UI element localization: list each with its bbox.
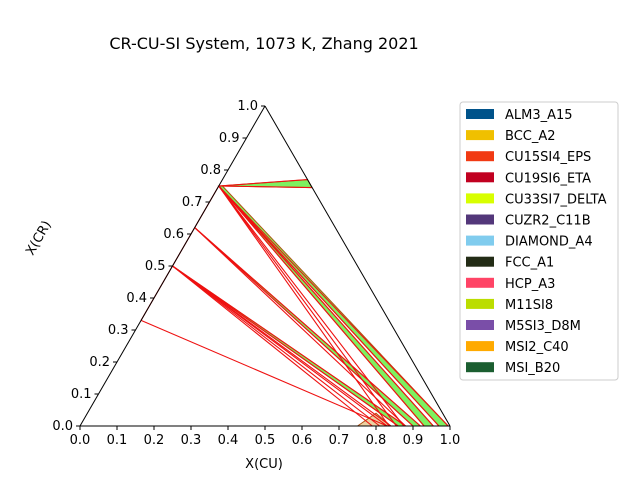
y-tick-label: 0.1 bbox=[71, 387, 92, 402]
legend-swatch bbox=[466, 193, 494, 204]
x-tick-label: 0.3 bbox=[181, 433, 202, 448]
legend-label: M11SI8 bbox=[505, 298, 553, 313]
legend-swatch bbox=[466, 320, 494, 330]
legend-label: ALM3_A15 bbox=[505, 108, 573, 123]
y-tick-label: 0.6 bbox=[163, 227, 184, 242]
x-tick-label: 0.5 bbox=[255, 433, 276, 448]
y-axis-ticks: 0.0 0.1 0.2 0.3 0.4 0.5 0.6 0.7 0.8 0.9 1.0 bbox=[52, 99, 265, 434]
x-tick-label: 0.2 bbox=[144, 433, 165, 448]
tie-line-7 bbox=[218, 185, 405, 427]
legend-label: MSI_B20 bbox=[505, 361, 560, 376]
tie-line-18 bbox=[172, 265, 392, 427]
tie-line-19 bbox=[140, 319, 388, 427]
y-tick-label: 0.9 bbox=[219, 131, 240, 146]
x-tick-label: 0.0 bbox=[70, 433, 91, 448]
legend-swatch bbox=[466, 362, 494, 373]
tie-line-17 bbox=[172, 265, 373, 427]
tie-line-8 bbox=[218, 185, 397, 427]
legend-swatch bbox=[466, 214, 494, 225]
tie-line-5 bbox=[218, 185, 434, 427]
x-tick-label: 0.4 bbox=[218, 433, 239, 448]
legend: ALM3_A15 BCC_A2 CU15SI4_EPS CU19SI6_ETA CU33… bbox=[459, 101, 619, 381]
tie-lines bbox=[140, 179, 449, 427]
chart-title: CR-CU-SI System, 1073 K, Zhang 2021 bbox=[109, 34, 418, 53]
legend-swatch bbox=[466, 235, 494, 246]
tie-line-3 bbox=[218, 185, 449, 427]
x-tick-label: 0.1 bbox=[107, 433, 128, 448]
x-tick-label: 1.0 bbox=[440, 433, 461, 448]
legend-label: DIAMOND_A4 bbox=[505, 235, 593, 250]
legend-swatch bbox=[466, 341, 494, 352]
tie-line-10 bbox=[194, 227, 421, 427]
phase-regions bbox=[172, 179, 450, 427]
tie-line-14 bbox=[172, 265, 399, 427]
legend-swatch bbox=[466, 130, 494, 141]
legend-swatch bbox=[466, 298, 494, 309]
y-tick-label: 0.4 bbox=[126, 291, 147, 306]
tie-line-6 bbox=[218, 185, 425, 427]
tie-line-11 bbox=[194, 227, 414, 427]
y-tick-label: 0.3 bbox=[108, 323, 129, 338]
legend-label: CU33SI7_DELTA bbox=[505, 192, 607, 207]
x-tick-label: 0.8 bbox=[366, 433, 387, 448]
legend-swatch bbox=[466, 172, 494, 183]
x-tick-label: 0.7 bbox=[329, 433, 350, 448]
legend-label: CU19SI6_ETA bbox=[505, 171, 591, 186]
y-tick-label: 0.7 bbox=[182, 195, 203, 210]
right-edge bbox=[264, 105, 451, 427]
tie-line-16 bbox=[172, 265, 381, 427]
legend-label: MSI2_C40 bbox=[505, 340, 569, 355]
x-axis-title: X(CU) bbox=[245, 457, 283, 472]
legend-swatch bbox=[466, 151, 494, 162]
legend-label: CUZR2_C11B bbox=[505, 214, 591, 229]
y-tick-label: 0.8 bbox=[200, 163, 221, 178]
y-axis-title: X(CR) bbox=[23, 218, 55, 258]
tie-line-2 bbox=[218, 185, 312, 189]
legend-label: FCC_A1 bbox=[505, 256, 554, 271]
y-tick-label: 0.2 bbox=[89, 355, 110, 370]
y-tick-label: 0.5 bbox=[145, 259, 166, 274]
tie-line-12 bbox=[194, 227, 406, 427]
legend-label: M5SI3_D8M bbox=[505, 319, 581, 334]
tie-line-9 bbox=[218, 185, 390, 427]
y-tick-label: 1.0 bbox=[237, 99, 258, 114]
legend-swatch bbox=[466, 256, 494, 267]
legend-swatch bbox=[466, 109, 494, 119]
legend-frame bbox=[459, 101, 619, 381]
legend-label: HCP_A3 bbox=[505, 277, 555, 292]
legend-label: BCC_A2 bbox=[505, 129, 556, 144]
legend-entries: ALM3_A15 BCC_A2 CU15SI4_EPS CU19SI6_ETA CU33… bbox=[466, 108, 607, 376]
tie-line-4 bbox=[218, 185, 440, 427]
x-tick-label: 0.9 bbox=[403, 433, 424, 448]
legend-swatch bbox=[466, 277, 494, 288]
legend-label: CU15SI4_EPS bbox=[505, 150, 591, 165]
x-axis-ticks: 0.0 0.1 0.2 0.3 0.4 0.5 0.6 0.7 0.8 0.9 1.0 bbox=[70, 426, 461, 448]
y-tick-label: 0.0 bbox=[52, 419, 73, 434]
tie-line-13 bbox=[172, 265, 406, 427]
x-tick-label: 0.6 bbox=[292, 433, 313, 448]
tie-line-1 bbox=[218, 179, 308, 187]
